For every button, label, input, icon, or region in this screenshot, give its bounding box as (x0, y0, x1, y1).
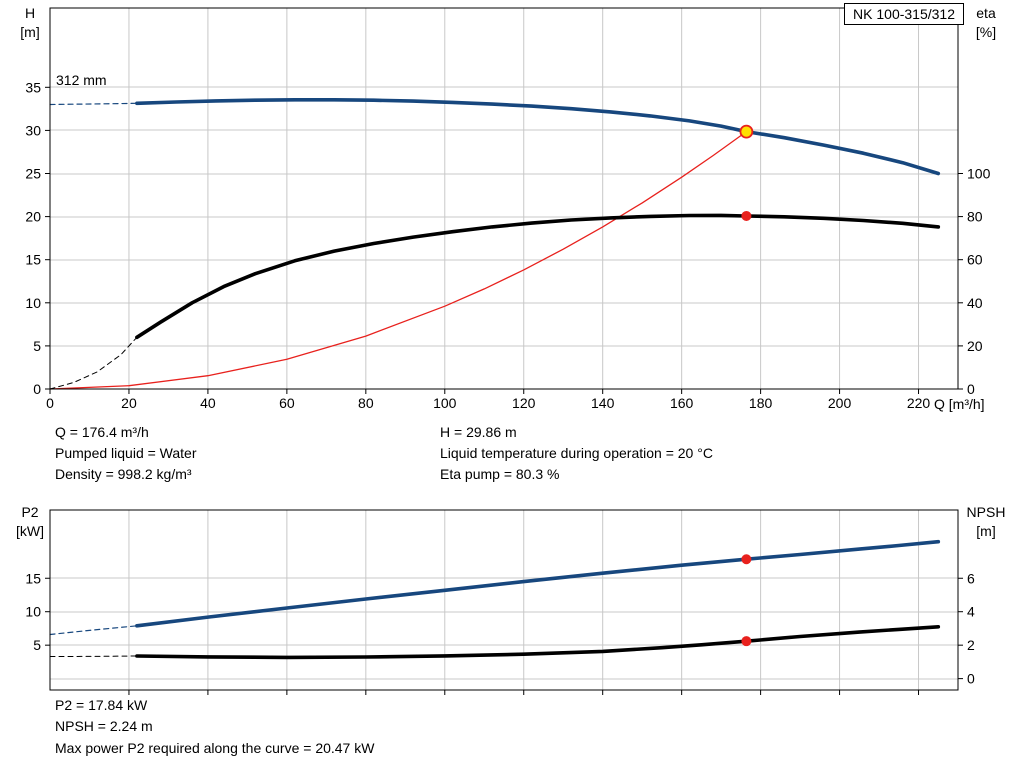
info-eta: Eta pump = 80.3 % (440, 466, 560, 482)
y-right-tick-label: 100 (967, 166, 991, 182)
y-left-tick-label: 10 (25, 295, 41, 311)
p2-curve-dashed (49, 625, 138, 636)
y-left-tick-label: 0 (33, 381, 41, 397)
eta-curve (135, 213, 941, 340)
y-left-tick-label: 10 (25, 604, 41, 620)
head-axis-title-line1: H (24, 5, 36, 21)
y-left-tick-label: 25 (25, 166, 41, 182)
npsh-axis-title: NPSH [m] (960, 503, 1012, 541)
y-right-tick-label: 0 (967, 671, 975, 687)
p2-axis-title-line2: [kW] (16, 522, 44, 539)
y-left-tick-label: 5 (33, 338, 41, 354)
x-tick-label: 140 (591, 395, 615, 411)
y-left-tick-label: 15 (25, 570, 41, 586)
npsh-axis-title-line1: NPSH (966, 504, 1006, 520)
y-right-tick-label: 20 (967, 338, 983, 354)
y-left-tick-label: 30 (25, 122, 41, 138)
pump-model-box: NK 100-315/312 (844, 3, 964, 25)
x-tick-label: 0 (46, 395, 54, 411)
info-temperature: Liquid temperature during operation = 20… (440, 445, 713, 461)
y-left-tick-label: 15 (25, 252, 41, 268)
x-tick-label: 220 (907, 395, 931, 411)
p2-duty-point-marker (741, 554, 752, 565)
y-right-tick-label: 40 (967, 295, 983, 311)
eta-axis-title-line2: [%] (975, 23, 997, 40)
info-density: Density = 998.2 kg/m³ (55, 466, 192, 482)
y-left-tick-label: 5 (33, 637, 41, 653)
p2-npsh-chart-plot-area (50, 510, 958, 690)
head-curve-dashed (49, 102, 138, 106)
npsh-curve (135, 625, 941, 660)
y-left-tick-label: 35 (25, 79, 41, 95)
p2-axis-title: P2 [kW] (8, 503, 52, 541)
duty-point-marker[interactable] (739, 124, 754, 139)
head-axis-title-line2: [m] (20, 23, 40, 40)
y-left-tick-label: 20 (25, 209, 41, 225)
p2-npsh-chart-border (49, 509, 959, 691)
p2-curve (135, 539, 941, 628)
x-tick-label: 40 (200, 395, 216, 411)
npsh-axis-title-line2: [m] (976, 522, 996, 539)
npsh-curve-dashed (49, 655, 138, 657)
x-tick-label: 200 (828, 395, 852, 411)
p2-axis-title-line1: P2 (21, 504, 39, 520)
x-tick-label: 20 (121, 395, 137, 411)
npsh-duty-point-marker (741, 636, 752, 647)
head-curve (135, 98, 941, 176)
head-axis-title: H [m] (10, 4, 50, 42)
impeller-diameter-label: 312 mm (56, 72, 107, 88)
x-tick-label: 120 (512, 395, 536, 411)
eta-axis-title: eta [%] (962, 4, 1010, 42)
hq-performance-chart-plot-area (50, 8, 958, 389)
info-liquid: Pumped liquid = Water (55, 445, 197, 461)
y-right-tick-label: 4 (967, 604, 975, 620)
footer-max-power: Max power P2 required along the curve = … (55, 740, 375, 756)
info-head: H = 29.86 m (440, 424, 517, 440)
y-right-tick-label: 60 (967, 252, 983, 268)
info-flow: Q = 176.4 m³/h (55, 424, 149, 440)
y-right-tick-label: 6 (967, 570, 975, 586)
x-tick-label: 160 (670, 395, 694, 411)
x-tick-label: 60 (279, 395, 295, 411)
system-curve (49, 130, 748, 390)
footer-npsh: NPSH = 2.24 m (55, 718, 153, 734)
x-tick-label: 80 (358, 395, 374, 411)
eta-duty-point-marker (741, 210, 752, 221)
flow-axis-title: Q [m³/h] (934, 396, 985, 412)
y-right-tick-label: 0 (967, 381, 975, 397)
x-tick-label: 100 (433, 395, 457, 411)
y-right-tick-label: 2 (967, 637, 975, 653)
y-right-tick-label: 80 (967, 209, 983, 225)
hq-performance-chart-border (49, 7, 959, 390)
x-tick-label: 180 (749, 395, 773, 411)
eta-axis-title-line1: eta (976, 5, 996, 21)
footer-p2: P2 = 17.84 kW (55, 697, 148, 713)
